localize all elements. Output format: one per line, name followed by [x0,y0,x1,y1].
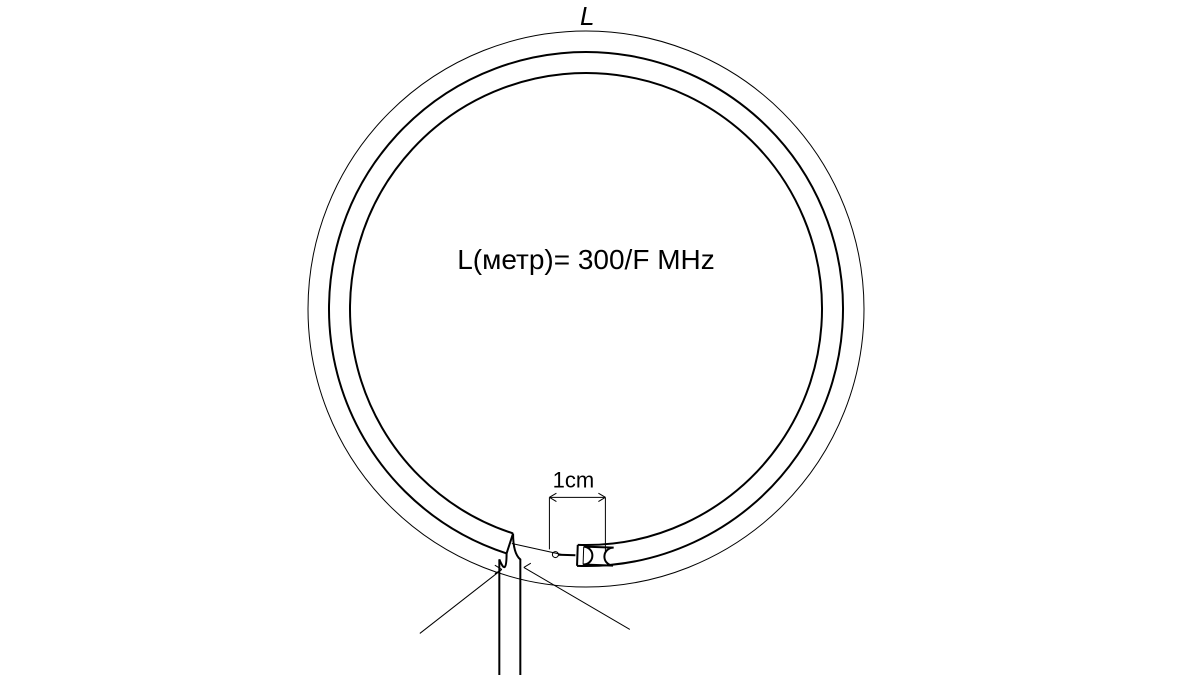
outer-guide-circle [308,31,864,587]
feedline-left [499,553,506,675]
center-conductor-stub [512,544,564,555]
connector-sleeve [583,547,614,566]
connector-sleeve-ring [583,547,584,565]
label-L: L [580,1,594,31]
leader-arrow-left [420,565,502,633]
dim-1cm-label: 1cm [553,467,595,492]
loop-right-cap [577,545,578,566]
leader-arrow-right [524,563,630,629]
feedline-right [513,533,520,675]
formula-text: L(метр)= 300/F MHz [457,244,715,275]
